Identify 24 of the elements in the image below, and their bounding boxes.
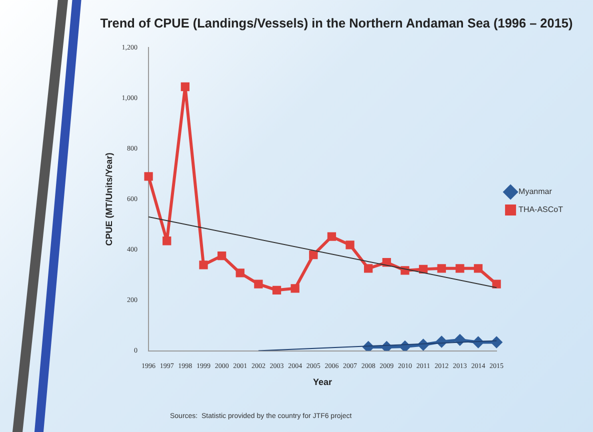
- point: [492, 280, 501, 288]
- point: [418, 264, 428, 274]
- point: [346, 240, 354, 250]
- point: [290, 284, 300, 293]
- point: [309, 250, 318, 260]
- point: [474, 264, 483, 273]
- point: [217, 251, 226, 260]
- y-axis-title: CPUE (MT/Units/Year): [104, 152, 114, 246]
- point: [272, 286, 282, 294]
- legend-label: THA-ASCoT: [518, 205, 564, 214]
- point: [236, 268, 244, 278]
- point: [456, 264, 464, 273]
- point: [254, 280, 263, 288]
- point: [364, 264, 373, 273]
- point: [144, 172, 153, 181]
- chart-title: Trend of CPUE (Landings/Vessels) in the Northern Andaman Sea (1996 – 2015): [100, 15, 573, 30]
- point: [437, 264, 446, 273]
- x-axis-title: Year: [313, 377, 333, 388]
- point: [382, 258, 391, 267]
- point: [199, 260, 208, 270]
- point: [327, 232, 336, 241]
- point: [180, 82, 190, 92]
- legend-label: Myanmar: [518, 187, 552, 196]
- point: [162, 236, 172, 246]
